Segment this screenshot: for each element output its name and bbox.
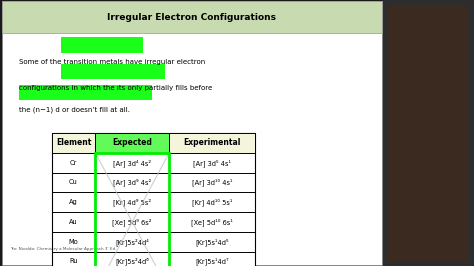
Text: [Xe] 5d⁹ 6s²: [Xe] 5d⁹ 6s² [112,218,152,226]
Text: Cu: Cu [69,179,78,185]
Text: [Kr] 4d¹⁰ 5s¹: [Kr] 4d¹⁰ 5s¹ [191,198,232,206]
Text: [Kr]5s¹4d⁵: [Kr]5s¹4d⁵ [195,238,228,246]
FancyBboxPatch shape [95,133,169,153]
Text: [Kr] 4d⁹ 5s²: [Kr] 4d⁹ 5s² [113,198,151,206]
Text: Expected: Expected [112,138,152,147]
Text: Tro: Nivaldo: Chemistry a Molecular Approach 3ʳ Ed.: Tro: Nivaldo: Chemistry a Molecular Appr… [10,247,116,251]
Text: [Ar] 3d⁹ 4s²: [Ar] 3d⁹ 4s² [113,178,151,186]
Text: Some of the transition metals have irregular electron: Some of the transition metals have irreg… [19,59,206,65]
FancyBboxPatch shape [383,0,474,266]
Text: [Ar] 3d⁴ 4s²: [Ar] 3d⁴ 4s² [113,159,151,167]
FancyBboxPatch shape [61,64,165,79]
FancyBboxPatch shape [52,133,255,266]
Text: [Ar] 3d¹⁰ 4s¹: [Ar] 3d¹⁰ 4s¹ [191,178,232,186]
FancyBboxPatch shape [2,1,382,265]
FancyBboxPatch shape [19,85,152,100]
Text: Element: Element [56,138,91,147]
Text: the (n−1) d or doesn’t fill at all.: the (n−1) d or doesn’t fill at all. [19,106,130,113]
Text: configurations in which the ıts only partially fills before: configurations in which the ıts only par… [19,85,213,91]
Text: Experimental: Experimental [183,138,241,147]
Text: Au: Au [69,219,78,225]
Text: [Ar] 3d⁵ 4s¹: [Ar] 3d⁵ 4s¹ [193,159,231,167]
Text: Cr: Cr [70,160,77,166]
FancyBboxPatch shape [388,5,468,261]
Text: Ag: Ag [69,199,78,205]
Text: [Xe] 5d¹⁰ 6s¹: [Xe] 5d¹⁰ 6s¹ [191,218,233,226]
Text: [Kr]5s²4d⁴: [Kr]5s²4d⁴ [115,238,149,246]
Text: [Kr]5s¹4d⁷: [Kr]5s¹4d⁷ [195,257,228,265]
Text: Irregular Electron Configurations: Irregular Electron Configurations [108,13,276,22]
FancyBboxPatch shape [52,133,255,153]
Text: Ru: Ru [69,258,78,264]
Text: [Kr]5s²4d⁶: [Kr]5s²4d⁶ [115,257,149,265]
FancyBboxPatch shape [2,1,382,33]
Text: Mo: Mo [69,239,78,245]
FancyBboxPatch shape [61,38,143,53]
